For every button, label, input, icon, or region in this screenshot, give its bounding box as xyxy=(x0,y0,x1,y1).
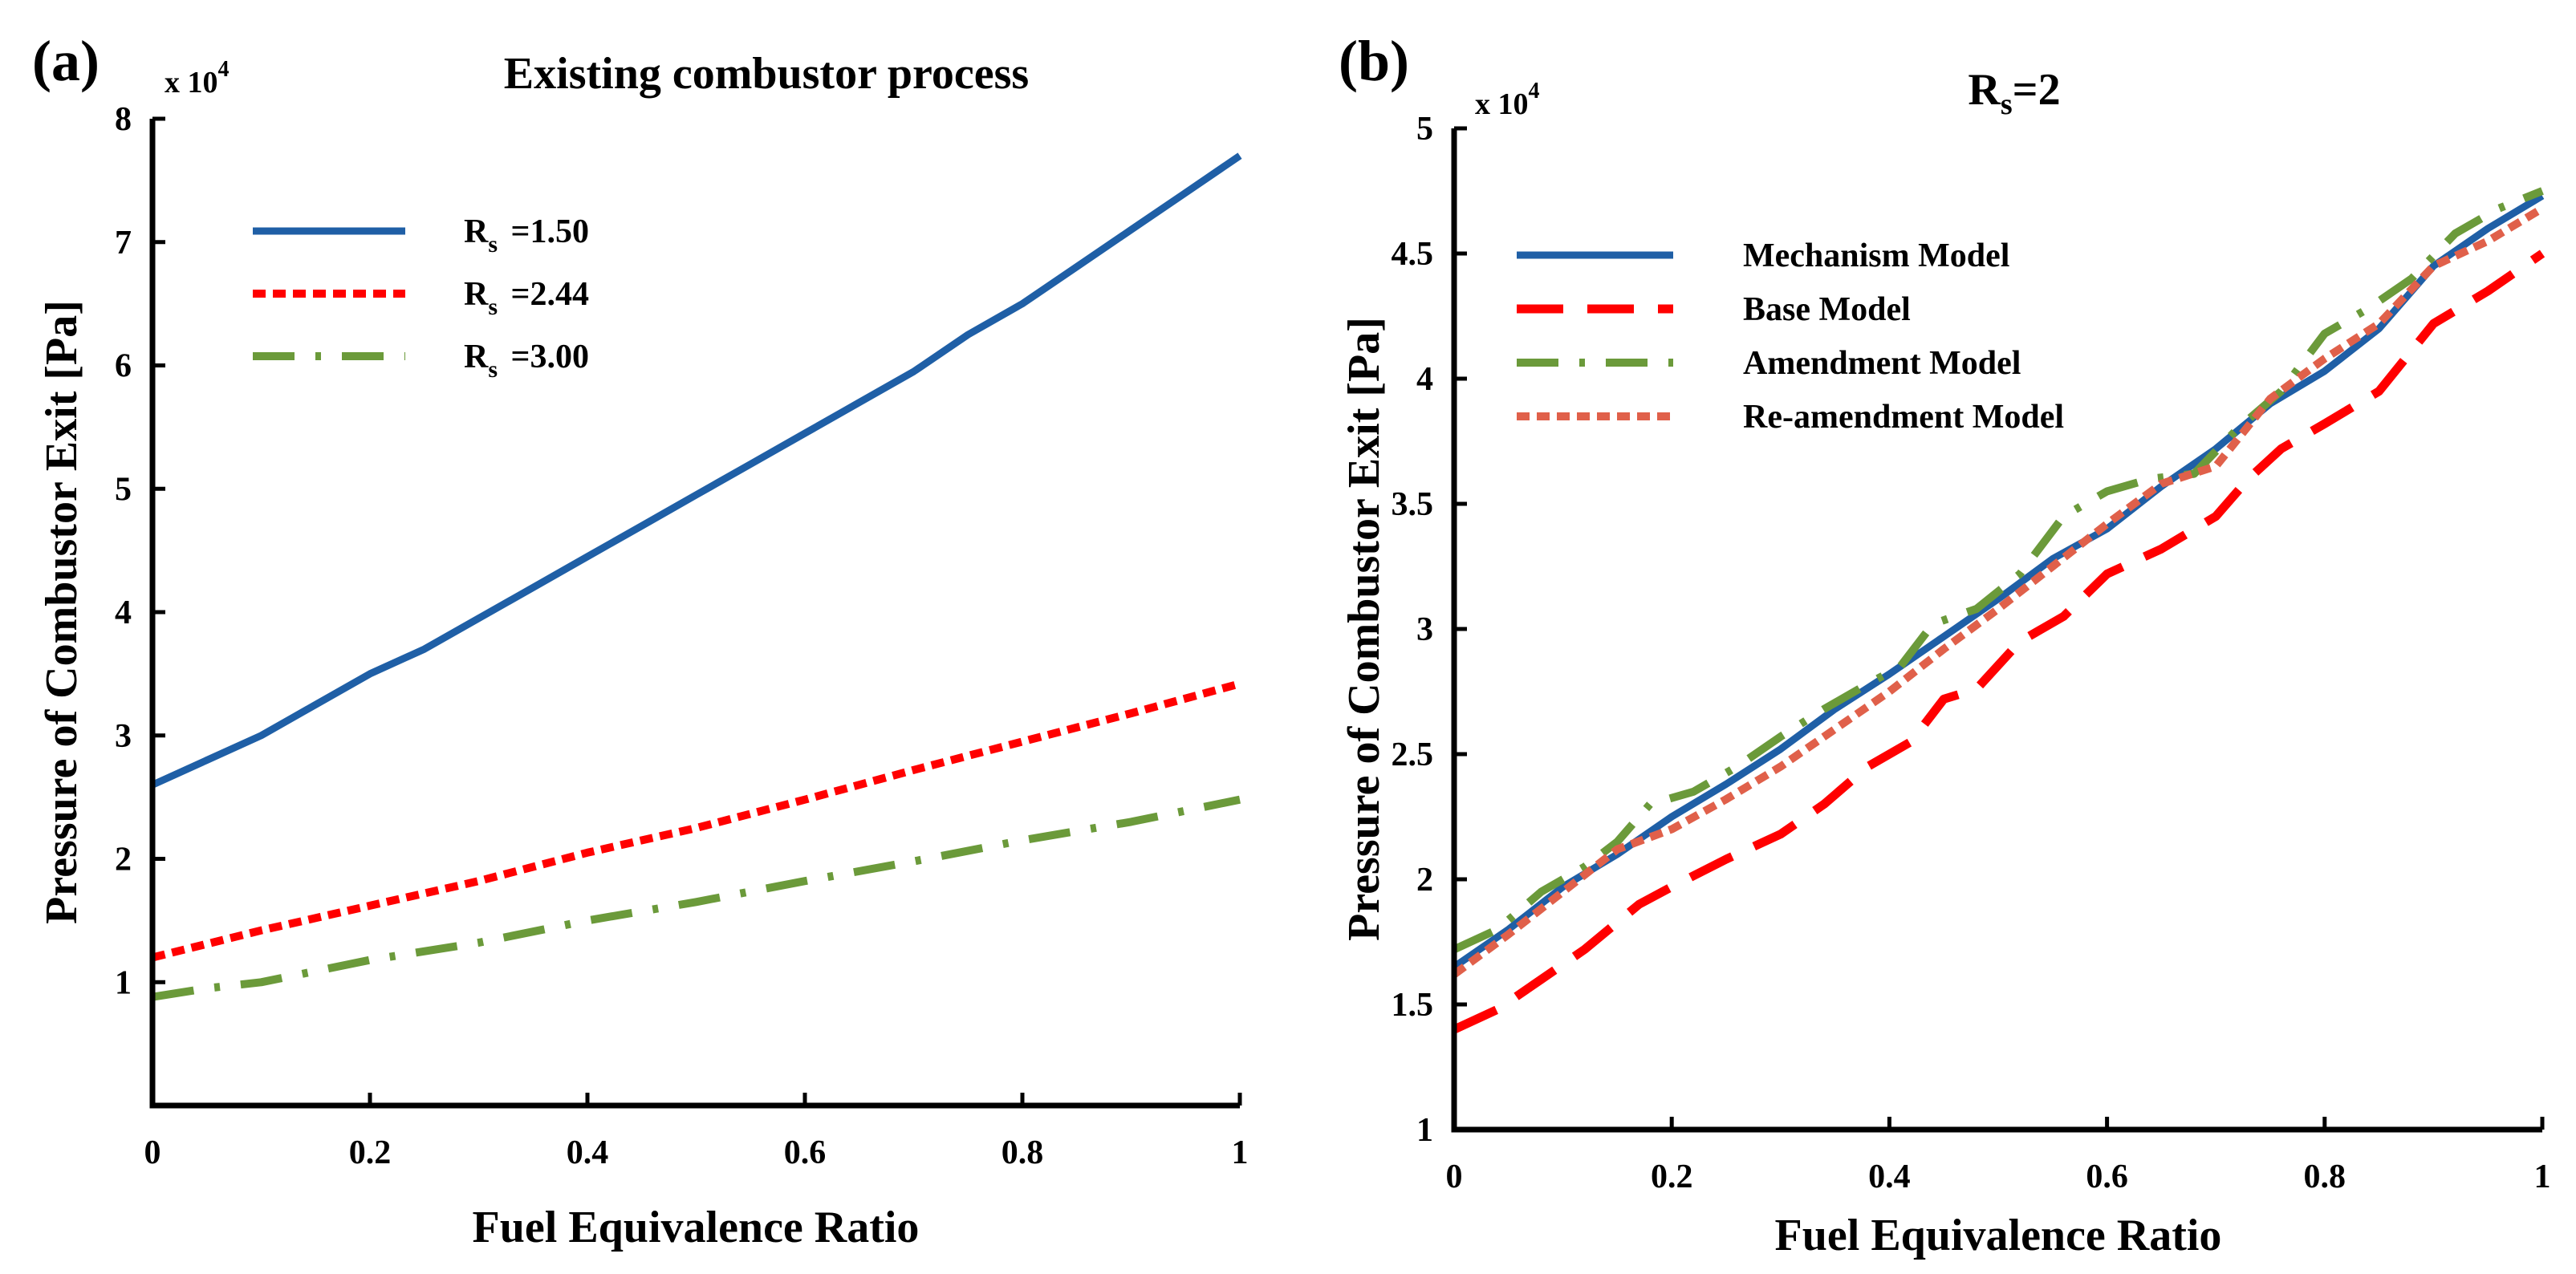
y-tick-label: 6 xyxy=(115,348,132,385)
panel-b-title: Rs=2 xyxy=(1968,65,2060,121)
y-tick-label: 2 xyxy=(115,842,132,878)
x-tick-label: 0.2 xyxy=(349,1134,392,1171)
legend-label: Rs =1.50 xyxy=(464,213,589,258)
y-tick-label: 1.5 xyxy=(1392,987,1434,1024)
x-tick-label: 1 xyxy=(1232,1134,1249,1171)
panel-b-series xyxy=(1452,187,2546,1034)
x-tick-label: 0.6 xyxy=(784,1134,827,1171)
legend-label: Mechanism Model xyxy=(1743,237,2009,274)
y-tick-label: 2 xyxy=(1416,862,1433,899)
series-line xyxy=(152,795,1241,1001)
x-tick-label: 0 xyxy=(1446,1158,1463,1195)
series-line xyxy=(1452,205,2545,978)
panel-a-legend: Rs =1.50 Rs =2.44 Rs =3.00 xyxy=(253,213,589,383)
panel-b-ylabel: Pressure of Combustor Exit [Pa] xyxy=(1339,317,1389,941)
panel-b-legend: Mechanism Model Base Model Amendment Model… xyxy=(1517,237,2064,436)
panel-a-xticks: 0 0.2 0.4 0.6 0.8 1 xyxy=(144,1093,1249,1171)
panel-a-multiplier: x 104 xyxy=(165,57,230,99)
legend-label: Amendment Model xyxy=(1743,345,2021,382)
y-tick-label: 1 xyxy=(1416,1112,1433,1149)
y-tick-label: 5 xyxy=(1416,111,1433,148)
x-tick-label: 0.4 xyxy=(1868,1158,1911,1195)
y-tick-label: 8 xyxy=(115,101,132,138)
y-tick-label: 3 xyxy=(115,718,132,755)
panel-a: (a) Existing combustor process x 104 0 0.… xyxy=(32,29,1249,1252)
y-tick-label: 7 xyxy=(115,225,132,262)
panel-a-ylabel: Pressure of Combustor Exit [Pa] xyxy=(37,300,87,924)
panel-b-yticks: 1 1.5 2 2.5 3 3.5 4 4.5 5 xyxy=(1392,111,1467,1149)
x-tick-label: 0.8 xyxy=(1002,1134,1044,1171)
panel-a-yticks: 1 2 3 4 5 6 7 8 xyxy=(115,101,165,1001)
x-tick-label: 0.8 xyxy=(2304,1158,2346,1195)
legend-label: Rs =3.00 xyxy=(464,339,589,383)
panel-a-title: Existing combustor process xyxy=(504,49,1029,99)
panel-a-series xyxy=(151,152,1242,1001)
panel-b: (b) Rs=2 x 104 0 0.2 0.4 0.6 0.8 1 1 1.5 2 2.5 3 3… xyxy=(1339,29,2551,1260)
legend-label: Rs =2.44 xyxy=(464,276,589,320)
y-tick-label: 3.5 xyxy=(1392,486,1434,523)
series-line xyxy=(1452,193,2545,970)
y-tick-label: 4 xyxy=(115,594,132,631)
series-line xyxy=(151,680,1241,962)
x-tick-label: 0.2 xyxy=(1651,1158,1693,1195)
panel-a-label: (a) xyxy=(32,29,100,93)
panel-b-xticks: 0 0.2 0.4 0.6 0.8 1 xyxy=(1446,1117,2551,1195)
x-tick-label: 0.6 xyxy=(2086,1158,2128,1195)
y-tick-label: 4 xyxy=(1416,361,1433,398)
panel-b-axes xyxy=(1451,128,2542,1133)
legend-label: Base Model xyxy=(1743,291,1911,328)
panel-b-multiplier: x 104 xyxy=(1475,79,1540,121)
x-tick-label: 1 xyxy=(2534,1158,2551,1195)
y-tick-label: 4.5 xyxy=(1392,236,1434,273)
series-line xyxy=(151,152,1242,789)
y-tick-label: 1 xyxy=(115,964,132,1001)
series-line xyxy=(1452,187,2544,953)
y-tick-label: 2.5 xyxy=(1392,736,1434,773)
x-tick-label: 0.4 xyxy=(567,1134,609,1171)
y-tick-label: 5 xyxy=(115,471,132,508)
panel-b-xlabel: Fuel Equivalence Ratio xyxy=(1775,1211,2222,1260)
legend-label: Re-amendment Model xyxy=(1743,399,2064,436)
y-tick-label: 3 xyxy=(1416,611,1433,648)
panel-a-xlabel: Fuel Equivalence Ratio xyxy=(473,1203,920,1252)
panel-b-label: (b) xyxy=(1339,29,1409,93)
x-tick-label: 0 xyxy=(144,1134,161,1171)
series-line xyxy=(1452,250,2546,1034)
